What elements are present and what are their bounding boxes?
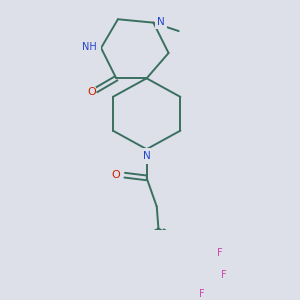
Text: N: N <box>158 17 165 27</box>
Text: NH: NH <box>82 42 96 52</box>
Text: F: F <box>221 270 227 280</box>
Text: F: F <box>199 289 204 299</box>
Text: N: N <box>143 151 151 161</box>
Text: F: F <box>217 248 223 258</box>
Text: O: O <box>88 88 96 98</box>
Text: O: O <box>112 169 120 179</box>
